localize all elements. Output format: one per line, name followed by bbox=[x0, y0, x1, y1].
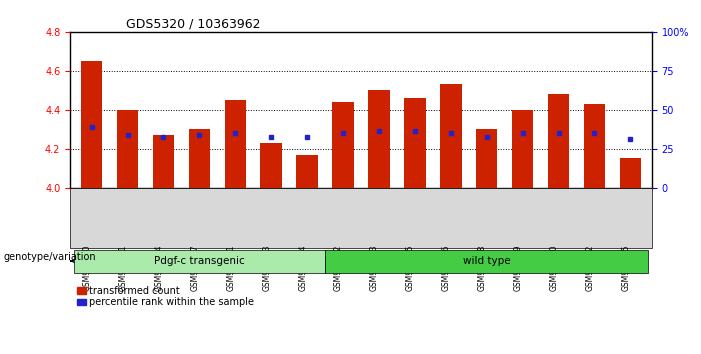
Text: GSM936496: GSM936496 bbox=[442, 244, 451, 291]
Text: GSM936497: GSM936497 bbox=[191, 244, 199, 291]
Text: GSM936501: GSM936501 bbox=[226, 244, 236, 291]
Bar bbox=[368, 90, 390, 188]
Bar bbox=[512, 110, 533, 188]
Bar bbox=[440, 84, 461, 188]
Bar bbox=[547, 94, 569, 188]
Bar bbox=[332, 102, 354, 188]
Text: GSM936505: GSM936505 bbox=[621, 244, 630, 291]
Text: genotype/variation: genotype/variation bbox=[4, 252, 96, 262]
Text: GSM936493: GSM936493 bbox=[370, 244, 379, 291]
Bar bbox=[584, 104, 605, 188]
Bar bbox=[117, 110, 138, 188]
Text: GSM936503: GSM936503 bbox=[262, 244, 271, 291]
Text: percentile rank within the sample: percentile rank within the sample bbox=[89, 297, 254, 307]
Bar bbox=[620, 158, 641, 188]
Text: GSM936502: GSM936502 bbox=[585, 244, 594, 291]
Text: wild type: wild type bbox=[463, 256, 510, 266]
Text: GSM936491: GSM936491 bbox=[118, 244, 128, 291]
Text: GSM936498: GSM936498 bbox=[477, 244, 486, 291]
Text: GSM936494: GSM936494 bbox=[154, 244, 163, 291]
Bar bbox=[153, 135, 175, 188]
Text: Pdgf-c transgenic: Pdgf-c transgenic bbox=[154, 256, 245, 266]
Bar bbox=[476, 129, 498, 188]
Bar bbox=[404, 98, 426, 188]
Text: GSM936499: GSM936499 bbox=[514, 244, 523, 291]
Bar bbox=[189, 129, 210, 188]
Text: GSM936495: GSM936495 bbox=[406, 244, 415, 291]
Bar bbox=[224, 100, 246, 188]
Text: GSM936490: GSM936490 bbox=[83, 244, 92, 291]
Bar bbox=[297, 154, 318, 188]
Text: GSM936500: GSM936500 bbox=[550, 244, 559, 291]
Text: GSM936492: GSM936492 bbox=[334, 244, 343, 291]
Text: transformed count: transformed count bbox=[89, 286, 179, 296]
Text: GDS5320 / 10363962: GDS5320 / 10363962 bbox=[126, 18, 261, 31]
Bar bbox=[81, 61, 102, 188]
Text: GSM936504: GSM936504 bbox=[298, 244, 307, 291]
Bar bbox=[261, 143, 282, 188]
